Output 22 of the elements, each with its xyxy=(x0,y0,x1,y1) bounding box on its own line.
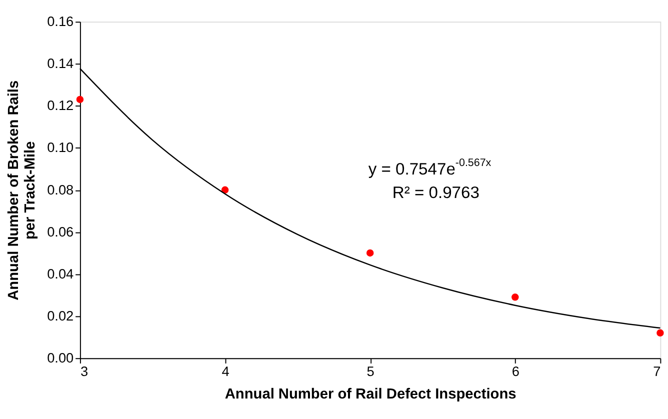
y-axis-title: Annual Number of Broken Rails per Track-Mile xyxy=(6,80,38,300)
point xyxy=(656,329,664,336)
y-tick-label: 0.08 xyxy=(47,182,74,198)
point xyxy=(76,96,84,104)
x-tick-label: 3 xyxy=(80,364,88,380)
x-tick-label: 4 xyxy=(222,364,230,380)
y-tick-label: 0.14 xyxy=(47,56,74,72)
y-tick-label: 0.00 xyxy=(47,350,74,366)
y-tick-label: 0.16 xyxy=(47,14,74,30)
annotation: R² = 0.9763 xyxy=(392,182,480,202)
y-tick-label: 0.02 xyxy=(47,308,74,324)
point xyxy=(221,186,229,194)
y-tick-label: 0.12 xyxy=(47,98,74,114)
x-tick-label: 6 xyxy=(512,364,520,380)
point xyxy=(512,294,519,301)
point xyxy=(366,249,374,257)
y-tick-label: 0.10 xyxy=(47,140,74,156)
y-tick-label: 0.06 xyxy=(47,224,74,240)
x-tick-label: 5 xyxy=(366,364,375,380)
y-tick-label: 0.04 xyxy=(47,266,74,282)
x-tick-label: 7 xyxy=(653,364,661,380)
x-axis-title: Annual Number of Rail Defect Inspections xyxy=(224,386,516,403)
